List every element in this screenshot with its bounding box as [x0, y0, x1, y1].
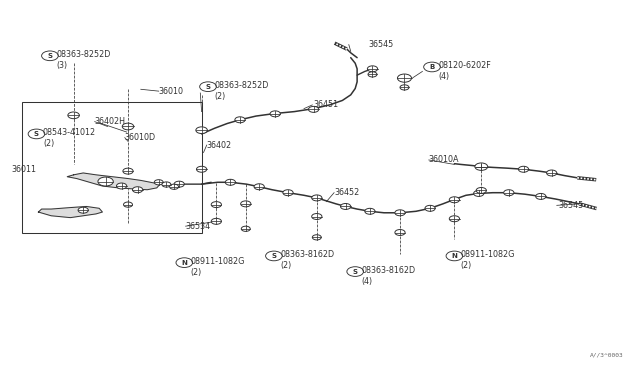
Circle shape — [123, 168, 133, 174]
Circle shape — [367, 66, 378, 72]
Circle shape — [98, 177, 113, 186]
Text: S: S — [353, 269, 358, 275]
Circle shape — [365, 208, 375, 214]
Circle shape — [266, 251, 282, 261]
Circle shape — [536, 193, 546, 199]
Circle shape — [347, 267, 364, 276]
Circle shape — [368, 72, 377, 77]
Circle shape — [395, 230, 405, 235]
Circle shape — [116, 183, 127, 189]
Text: 36545: 36545 — [558, 201, 583, 210]
Circle shape — [176, 258, 193, 267]
Circle shape — [162, 182, 171, 187]
Circle shape — [312, 235, 321, 240]
Circle shape — [132, 187, 143, 193]
Text: 08363-8162D
(4): 08363-8162D (4) — [362, 266, 416, 286]
Text: 08911-1082G
(2): 08911-1082G (2) — [461, 250, 515, 270]
Circle shape — [28, 129, 45, 139]
Circle shape — [476, 164, 486, 170]
Circle shape — [449, 216, 460, 222]
Circle shape — [312, 195, 322, 201]
Polygon shape — [38, 206, 102, 218]
Text: 36011: 36011 — [12, 165, 36, 174]
Circle shape — [211, 218, 221, 224]
Text: A//3^0003: A//3^0003 — [590, 352, 624, 357]
Text: 36545: 36545 — [368, 40, 393, 49]
Circle shape — [200, 82, 216, 92]
Circle shape — [476, 187, 486, 193]
Circle shape — [446, 251, 463, 261]
Circle shape — [283, 190, 293, 196]
Text: 36451: 36451 — [314, 100, 339, 109]
Circle shape — [211, 202, 221, 208]
Text: S: S — [205, 84, 211, 90]
Circle shape — [68, 112, 79, 119]
Circle shape — [425, 205, 435, 211]
Circle shape — [270, 111, 280, 117]
Circle shape — [78, 207, 88, 213]
Circle shape — [254, 184, 264, 190]
Text: 08363-8252D
(3): 08363-8252D (3) — [56, 50, 111, 70]
Text: S: S — [271, 253, 276, 259]
Text: 08120-6202F
(4): 08120-6202F (4) — [438, 61, 491, 81]
Circle shape — [225, 179, 236, 185]
Circle shape — [124, 202, 132, 207]
Circle shape — [424, 62, 440, 72]
Circle shape — [170, 184, 179, 189]
Text: N: N — [451, 253, 458, 259]
Circle shape — [312, 214, 322, 219]
Circle shape — [154, 180, 163, 185]
Text: S: S — [47, 53, 52, 59]
Circle shape — [449, 197, 460, 203]
Circle shape — [395, 210, 405, 216]
Text: S: S — [34, 131, 39, 137]
Circle shape — [42, 51, 58, 61]
Text: 08363-8252D
(2): 08363-8252D (2) — [214, 81, 269, 101]
Circle shape — [400, 85, 409, 90]
Text: N: N — [181, 260, 188, 266]
Circle shape — [504, 190, 514, 196]
Text: 08543-41012
(2): 08543-41012 (2) — [43, 128, 96, 148]
Text: 36010A: 36010A — [429, 155, 460, 164]
Polygon shape — [67, 173, 160, 190]
Circle shape — [308, 106, 319, 112]
Circle shape — [340, 203, 351, 209]
Text: 36402H: 36402H — [95, 117, 125, 126]
Circle shape — [474, 190, 484, 196]
Text: 36402: 36402 — [207, 141, 232, 150]
Circle shape — [174, 181, 184, 187]
Circle shape — [475, 163, 488, 170]
Text: 36534: 36534 — [186, 222, 211, 231]
Circle shape — [397, 74, 412, 82]
Circle shape — [196, 166, 207, 172]
Text: 36010: 36010 — [159, 87, 184, 96]
Circle shape — [241, 201, 251, 207]
Circle shape — [196, 127, 207, 134]
Text: B: B — [429, 64, 435, 70]
Circle shape — [241, 226, 250, 231]
Text: 36010D: 36010D — [125, 133, 156, 142]
Text: 08911-1082G
(2): 08911-1082G (2) — [191, 257, 245, 277]
Circle shape — [235, 117, 245, 123]
Text: 08363-8162D
(2): 08363-8162D (2) — [280, 250, 335, 270]
Text: 36452: 36452 — [334, 188, 359, 197]
Circle shape — [122, 123, 134, 130]
Circle shape — [518, 166, 529, 172]
Circle shape — [547, 170, 557, 176]
